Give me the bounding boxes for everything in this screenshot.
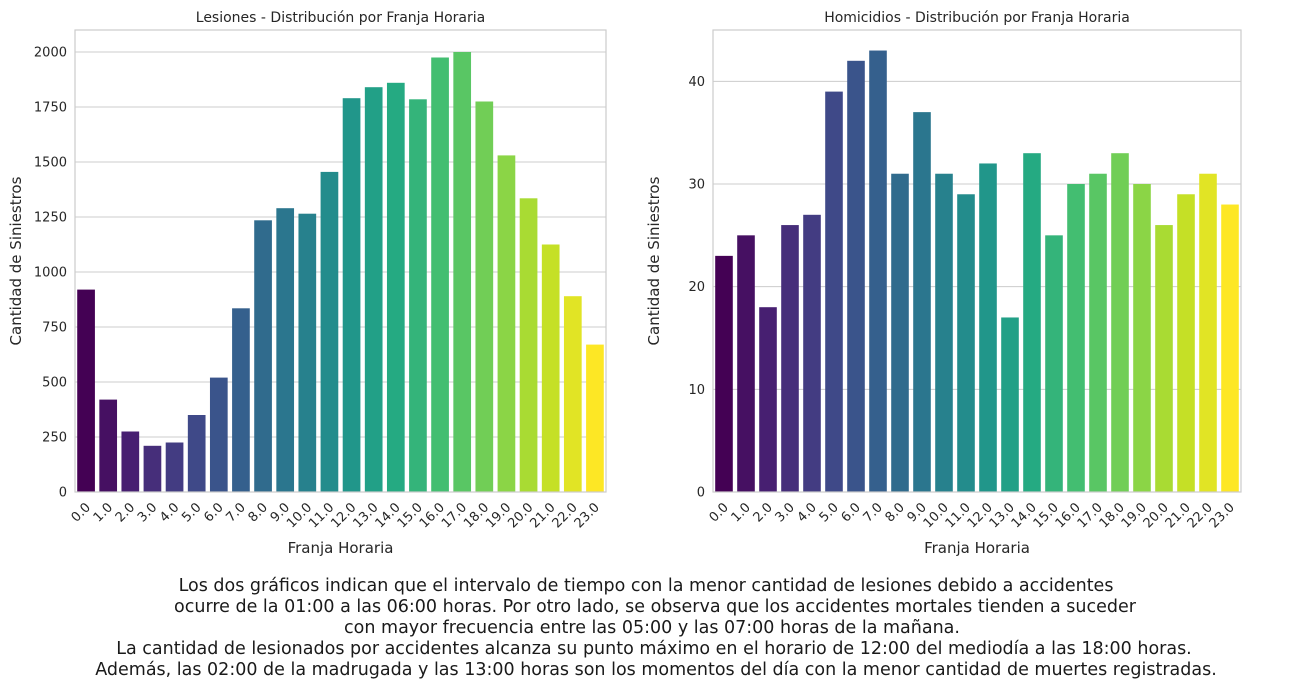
lesiones-bar bbox=[276, 208, 295, 492]
homicidios-x-tick-label: 6.0 bbox=[839, 500, 864, 525]
homicidios-x-tick-label: 4.0 bbox=[795, 500, 820, 525]
homicidios-y-tick-label: 0 bbox=[697, 486, 705, 501]
homicidios-bar bbox=[847, 60, 865, 493]
homicidios-x-tick-label: 8.0 bbox=[883, 500, 908, 525]
lesiones-x-tick-label: 1.0 bbox=[91, 500, 116, 525]
lesiones-y-tick-label: 2000 bbox=[34, 46, 67, 61]
homicidios-bar bbox=[781, 225, 799, 493]
lesiones-y-axis-label: Cantidad de Siniestros bbox=[7, 176, 25, 345]
lesiones-x-tick-label: 7.0 bbox=[224, 500, 249, 525]
lesiones-bar bbox=[342, 98, 361, 492]
homicidios-x-tick-label: 23.0 bbox=[1207, 500, 1238, 531]
lesiones-x-tick-label: 4.0 bbox=[157, 500, 182, 525]
homicidios-bar bbox=[1221, 204, 1239, 493]
homicidios-x-tick-label: 2.0 bbox=[751, 500, 776, 525]
lesiones-x-tick-label: 23.0 bbox=[572, 500, 603, 531]
chart-homicidios: 0102030400.01.02.03.04.05.06.07.08.09.01… bbox=[645, 10, 1242, 557]
lesiones-y-tick-label: 1250 bbox=[34, 211, 67, 226]
homicidios-x-tick-label: 3.0 bbox=[773, 500, 798, 525]
homicidios-y-tick-label: 10 bbox=[688, 383, 705, 398]
lesiones-chart-title: Lesiones - Distribución por Franja Horar… bbox=[196, 10, 485, 26]
caption-line-5: Además, las 02:00 de la madrugada y las … bbox=[95, 660, 1217, 680]
lesiones-bar bbox=[519, 198, 538, 493]
homicidios-bar bbox=[1111, 153, 1129, 492]
homicidios-bar bbox=[1001, 317, 1019, 492]
homicidios-x-tick-label: 0.0 bbox=[707, 500, 732, 525]
homicidios-bar bbox=[759, 307, 777, 492]
homicidios-y-tick-label: 40 bbox=[688, 75, 705, 90]
lesiones-bar bbox=[232, 308, 250, 492]
lesiones-x-tick-label: 2.0 bbox=[113, 500, 138, 525]
homicidios-bar bbox=[825, 91, 843, 492]
lesiones-y-tick-label: 500 bbox=[42, 376, 67, 391]
homicidios-bar bbox=[1067, 184, 1085, 492]
homicidios-bar bbox=[1045, 235, 1063, 493]
homicidios-x-axis-label: Franja Horaria bbox=[924, 539, 1030, 557]
lesiones-y-tick-label: 250 bbox=[42, 431, 67, 446]
homicidios-y-tick-label: 30 bbox=[688, 178, 705, 193]
homicidios-bar bbox=[913, 112, 931, 492]
lesiones-y-tick-label: 750 bbox=[42, 321, 67, 336]
lesiones-bar bbox=[187, 415, 206, 492]
lesiones-x-axis-label: Franja Horaria bbox=[288, 539, 394, 557]
chart-lesiones: 0 250 500 750 1000 1250 1500 1750 2000 0.01.02.03… bbox=[7, 10, 607, 557]
lesiones-bar bbox=[497, 155, 516, 492]
lesiones-y-tick-label: 0 bbox=[59, 486, 67, 501]
homicidios-bar bbox=[803, 214, 821, 493]
lesiones-bar bbox=[541, 244, 560, 492]
lesiones-bar bbox=[254, 220, 272, 493]
lesiones-bar bbox=[320, 171, 339, 492]
lesiones-bar bbox=[143, 445, 162, 492]
lesiones-bar bbox=[298, 213, 317, 492]
homicidios-chart-title: Homicidios - Distribución por Franja Hor… bbox=[824, 10, 1130, 26]
homicidios-bar bbox=[891, 173, 909, 492]
lesiones-y-tick-label: 1000 bbox=[34, 266, 67, 281]
lesiones-bar bbox=[364, 87, 383, 492]
homicidios-bar bbox=[935, 173, 953, 492]
lesiones-bar bbox=[99, 399, 118, 492]
homicidios-y-axis-label: Cantidad de Siniestros bbox=[645, 176, 663, 345]
caption-line-3: con mayor frecuencia entre las 05:00 y l… bbox=[344, 618, 960, 638]
caption-line-1: Los dos gráficos indican que el interval… bbox=[178, 576, 1114, 596]
lesiones-bar bbox=[409, 99, 427, 493]
lesiones-bar bbox=[431, 57, 449, 492]
homicidios-x-tick-label: 5.0 bbox=[817, 500, 842, 525]
lesiones-bar bbox=[386, 82, 405, 493]
homicidios-x-tick-label: 1.0 bbox=[729, 500, 754, 525]
homicidios-bar bbox=[1177, 194, 1195, 492]
homicidios-bar bbox=[869, 50, 887, 493]
homicidios-bar bbox=[737, 235, 755, 493]
lesiones-y-tick-label: 1750 bbox=[34, 101, 67, 116]
caption-line-2: ocurre de la 01:00 a las 06:00 horas. Po… bbox=[174, 597, 1136, 617]
lesiones-x-tick-label: 0.0 bbox=[69, 500, 94, 525]
homicidios-axes-frame bbox=[712, 29, 1242, 493]
lesiones-x-tick-label: 3.0 bbox=[135, 500, 160, 525]
lesiones-bar bbox=[586, 344, 604, 492]
lesiones-y-tick-label: 1500 bbox=[34, 156, 67, 171]
homicidios-bar bbox=[1199, 173, 1217, 492]
lesiones-bar bbox=[77, 289, 95, 492]
homicidios-bar bbox=[1155, 225, 1173, 493]
lesiones-bar bbox=[475, 101, 494, 492]
homicidios-bar bbox=[1133, 184, 1151, 492]
lesiones-x-tick-label: 6.0 bbox=[201, 500, 226, 525]
homicidios-y-tick-label: 20 bbox=[688, 280, 705, 295]
lesiones-bar bbox=[209, 377, 228, 492]
homicidios-bar bbox=[1089, 173, 1107, 492]
homicidios-bar bbox=[715, 255, 733, 492]
homicidios-bar bbox=[979, 163, 997, 492]
lesiones-axes-frame bbox=[74, 29, 607, 493]
caption-line-4: La cantidad de lesionados por accidentes… bbox=[116, 639, 1192, 659]
lesiones-x-tick-label: 8.0 bbox=[246, 500, 271, 525]
homicidios-bar bbox=[1023, 153, 1041, 492]
homicidios-x-tick-label: 7.0 bbox=[861, 500, 886, 525]
lesiones-bar bbox=[453, 52, 472, 492]
lesiones-x-tick-label: 5.0 bbox=[179, 500, 204, 525]
caption: Los dos gráficos indican que el interval… bbox=[0, 576, 1304, 681]
lesiones-bar bbox=[563, 296, 582, 492]
homicidios-bar bbox=[957, 194, 975, 492]
lesiones-bar bbox=[121, 431, 140, 492]
lesiones-bar bbox=[165, 442, 184, 492]
